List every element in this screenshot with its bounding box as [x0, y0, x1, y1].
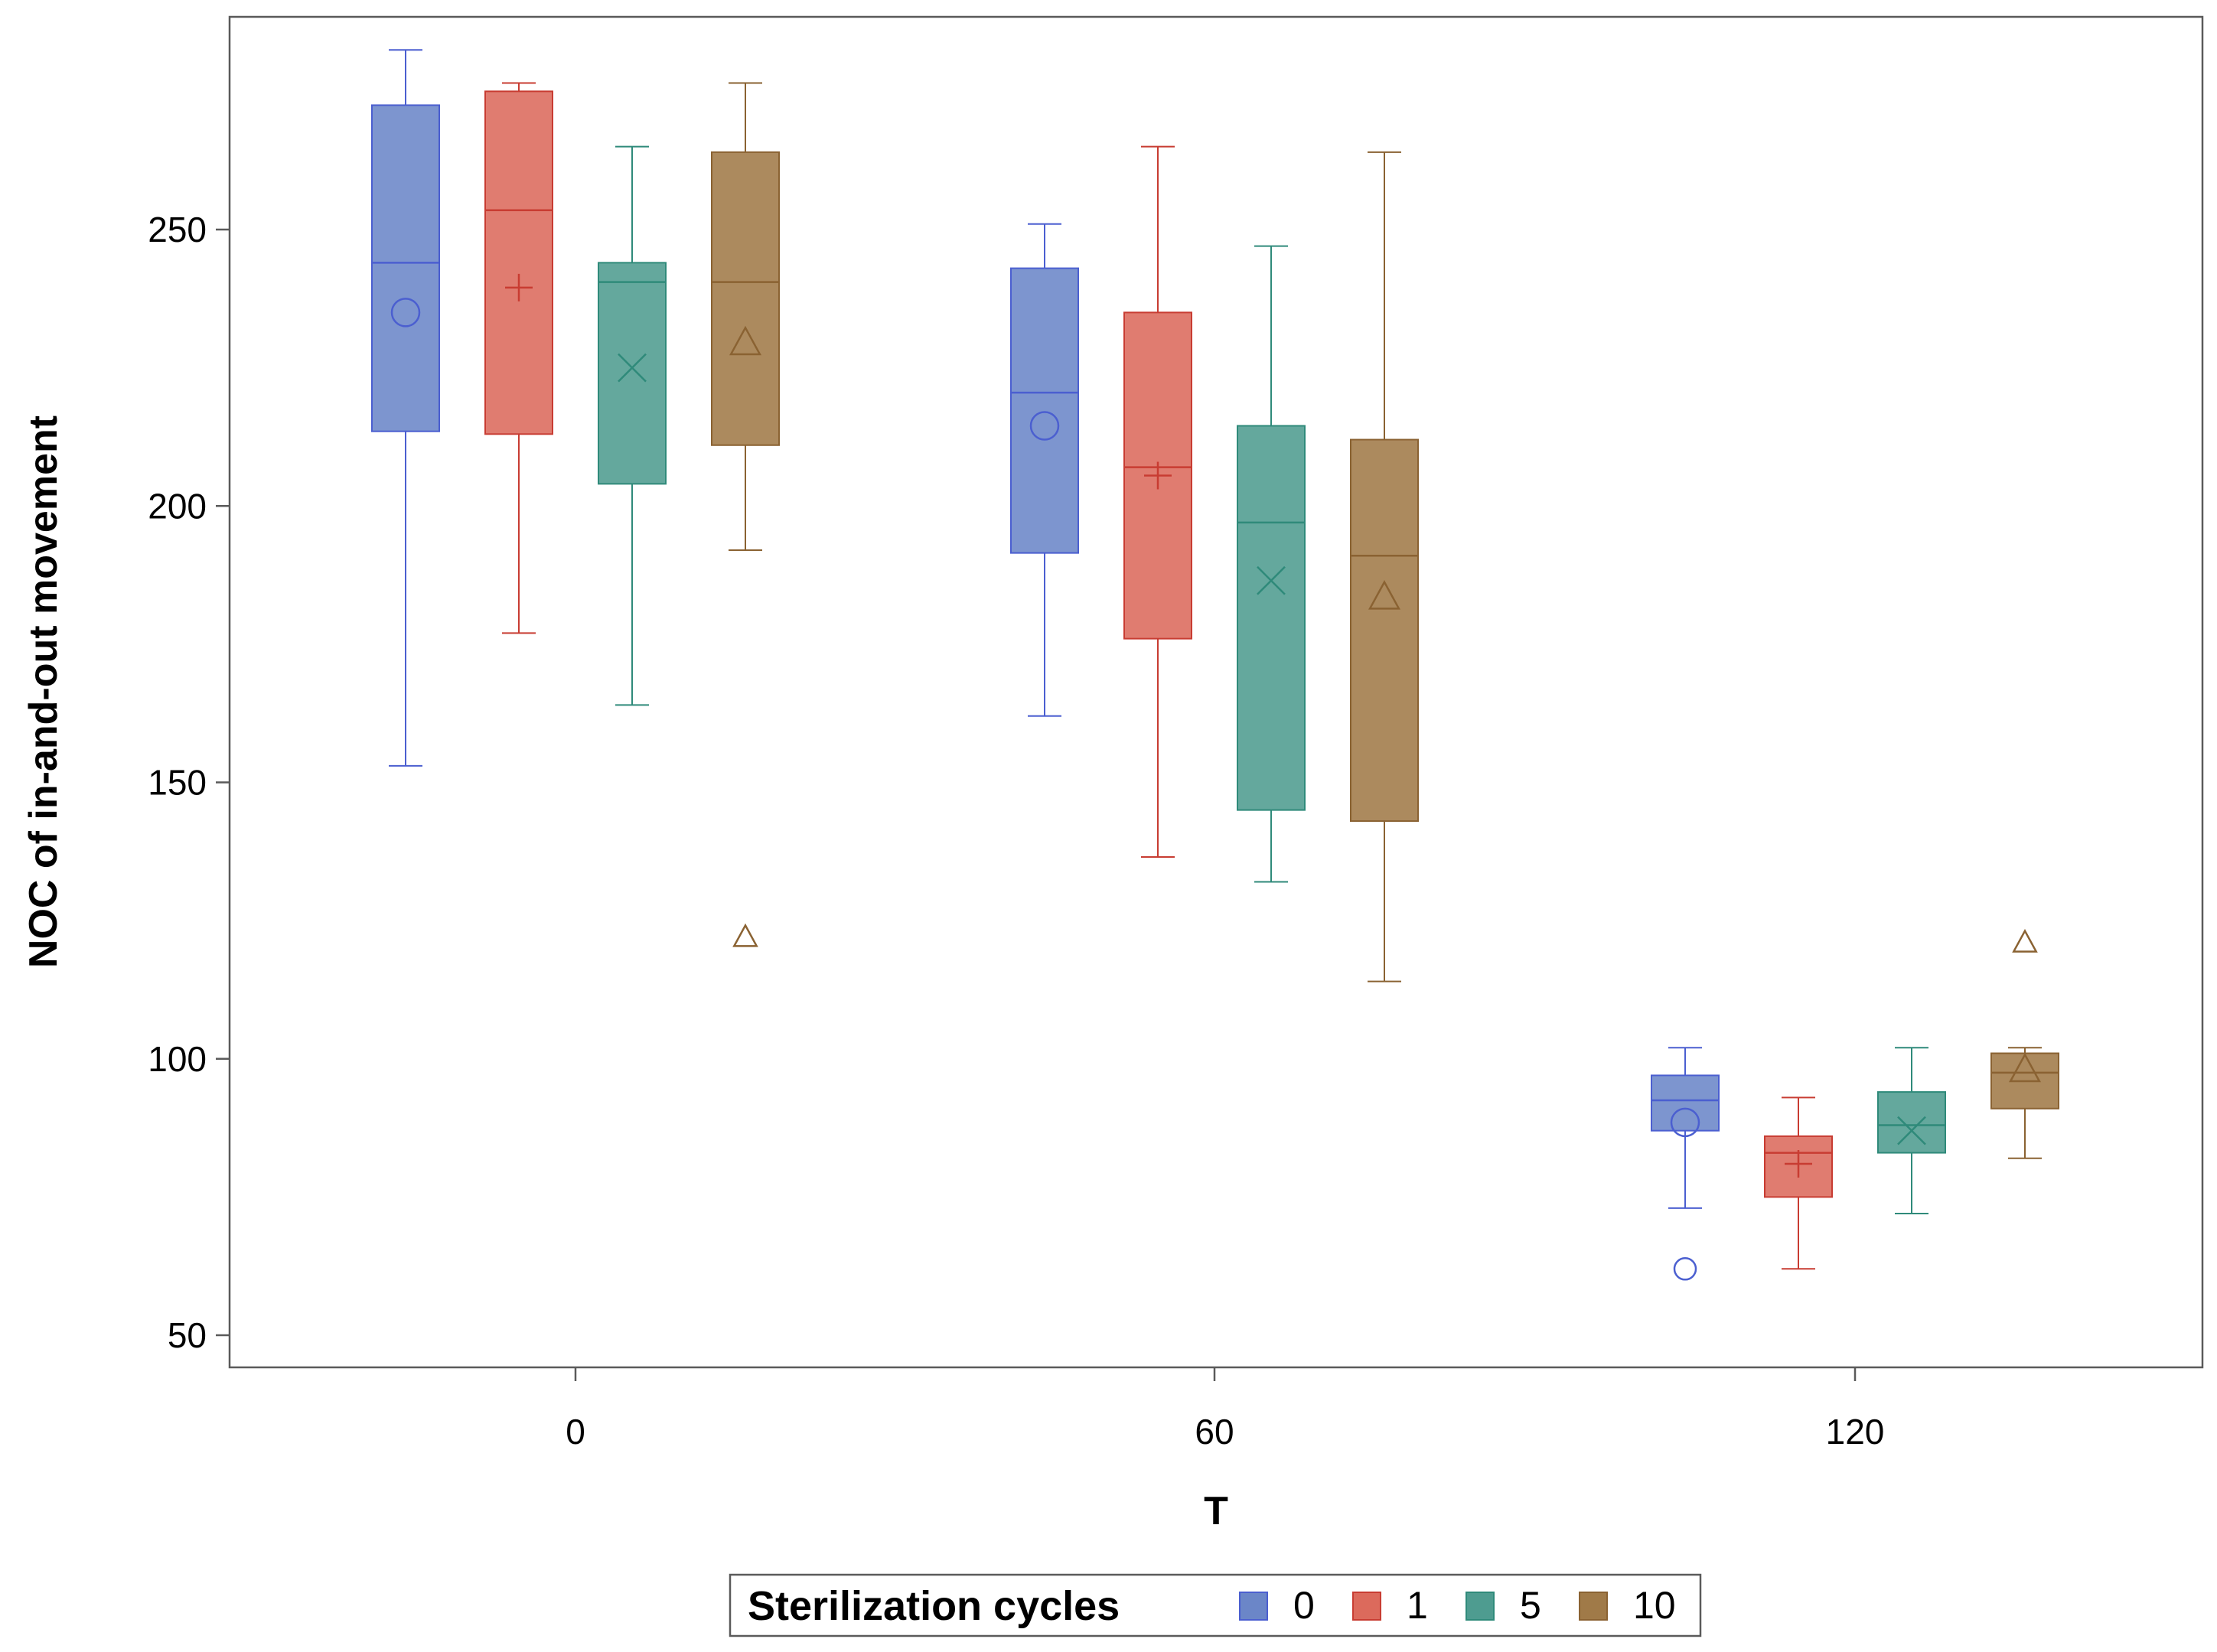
box-iqr	[1010, 267, 1079, 554]
y-tick-label: 100	[148, 1039, 207, 1079]
y-tick-label: 150	[148, 763, 207, 803]
mean-marker	[390, 298, 421, 327]
y-tick-label: 250	[148, 210, 207, 249]
legend-label: 0	[1293, 1584, 1315, 1627]
box-1-t120	[1764, 1096, 1833, 1270]
box-10-t60	[1350, 151, 1419, 982]
x-tick-label: 0	[566, 1412, 585, 1452]
box-0-t60	[1010, 223, 1079, 717]
mean-marker	[505, 273, 533, 301]
outlier-marker	[732, 923, 758, 947]
y-tick-label: 200	[148, 486, 207, 526]
plot-frame	[228, 15, 2204, 1369]
x-tick-label: 120	[1826, 1412, 1885, 1452]
y-axis-title: NOC of in-and-out movement	[21, 415, 66, 968]
series-5	[598, 145, 1946, 1215]
mean-marker	[1368, 580, 1401, 610]
x-tick-label: 60	[1195, 1412, 1234, 1452]
mean-marker	[1670, 1107, 1700, 1138]
box-10-t120	[1990, 929, 2059, 1159]
legend-label: 10	[1633, 1584, 1676, 1627]
box-10-t0	[711, 82, 780, 947]
series-10	[711, 82, 2059, 1159]
mean-marker	[618, 353, 647, 383]
legend-swatch	[1352, 1592, 1381, 1621]
box-iqr	[484, 90, 553, 435]
box-5-t60	[1237, 245, 1306, 883]
legend-label: 5	[1520, 1584, 1541, 1627]
legend-swatch	[1579, 1592, 1608, 1621]
box-iqr	[371, 104, 440, 432]
series-0	[371, 49, 1720, 1281]
mean-marker	[1144, 461, 1172, 490]
box-0-t120	[1651, 1047, 1720, 1281]
mean-marker	[729, 325, 762, 356]
box-iqr	[1237, 425, 1306, 811]
legend-entry-0: 0	[1239, 1584, 1315, 1627]
legend-swatch	[1239, 1592, 1268, 1621]
y-axis: 50 100 150 200 250	[148, 210, 230, 1355]
outlier-marker	[2012, 929, 2038, 953]
legend-entry-10: 10	[1579, 1584, 1676, 1627]
mean-marker	[1785, 1150, 1812, 1178]
legend-entry-1: 1	[1352, 1584, 1428, 1627]
x-axis: 0 60 120	[566, 1367, 1884, 1452]
box-5-t0	[598, 145, 667, 706]
box-iqr	[598, 262, 667, 485]
box-iqr	[1350, 438, 1419, 823]
box-1-t60	[1123, 145, 1192, 859]
legend-entry-5: 5	[1466, 1584, 1541, 1627]
box-iqr	[1877, 1091, 1946, 1154]
legend-title: Sterilization cycles	[748, 1583, 1120, 1629]
outlier-marker	[1673, 1257, 1697, 1281]
series-1	[484, 82, 1833, 1270]
y-tick-label: 50	[168, 1315, 207, 1355]
mean-marker	[1029, 411, 1060, 441]
legend: Sterilization cycles 0 1 5 10	[729, 1573, 1702, 1637]
legend-entries: 0 1 5 10	[1239, 1584, 1676, 1627]
x-axis-title: T	[1204, 1489, 1228, 1533]
mean-marker	[1897, 1116, 1926, 1145]
legend-label: 1	[1407, 1584, 1428, 1627]
box-series-group	[371, 49, 2059, 1281]
mean-marker	[1257, 565, 1286, 595]
box-iqr	[711, 151, 780, 446]
box-iqr	[1651, 1074, 1720, 1132]
box-5-t120	[1877, 1047, 1946, 1215]
mean-marker	[2008, 1052, 2042, 1083]
box-0-t0	[371, 49, 440, 767]
box-1-t0	[484, 82, 553, 634]
legend-swatch	[1466, 1592, 1495, 1621]
legend-frame	[729, 1573, 1702, 1637]
